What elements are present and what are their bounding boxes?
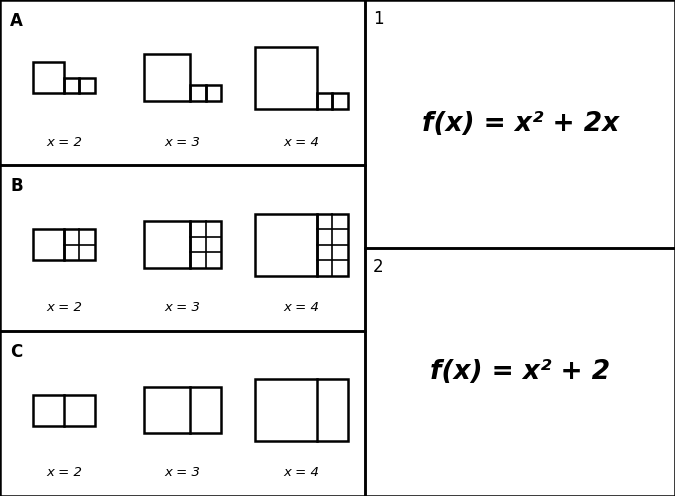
Bar xyxy=(144,387,221,434)
Text: B: B xyxy=(10,178,23,195)
Bar xyxy=(317,93,332,109)
Bar xyxy=(33,62,64,93)
Bar xyxy=(365,248,675,496)
Text: x = 3: x = 3 xyxy=(165,136,200,149)
Text: C: C xyxy=(10,343,22,361)
Bar xyxy=(64,78,80,93)
Text: x = 2: x = 2 xyxy=(46,301,82,314)
Bar xyxy=(144,55,190,101)
Bar xyxy=(332,93,348,109)
Bar xyxy=(254,47,317,109)
Bar xyxy=(254,379,348,441)
Bar xyxy=(144,221,190,268)
Bar xyxy=(0,0,365,165)
Bar xyxy=(64,229,95,260)
Bar xyxy=(0,331,365,496)
Bar xyxy=(365,0,675,248)
Bar xyxy=(254,214,317,276)
Bar xyxy=(190,85,206,101)
Text: A: A xyxy=(10,12,23,30)
Bar xyxy=(0,165,365,331)
Text: 2: 2 xyxy=(373,258,384,276)
Text: x = 3: x = 3 xyxy=(165,301,200,314)
Bar xyxy=(206,85,221,101)
Bar xyxy=(33,229,64,260)
Bar xyxy=(190,221,221,268)
Bar xyxy=(33,394,95,426)
Text: f(x) = x² + 2x: f(x) = x² + 2x xyxy=(421,111,619,137)
Text: 1: 1 xyxy=(373,10,384,28)
Text: f(x) = x² + 2: f(x) = x² + 2 xyxy=(430,359,610,385)
Text: x = 2: x = 2 xyxy=(46,466,82,479)
Text: x = 4: x = 4 xyxy=(284,136,319,149)
Text: x = 4: x = 4 xyxy=(284,466,319,479)
Bar xyxy=(317,214,348,276)
Text: x = 2: x = 2 xyxy=(46,136,82,149)
Bar xyxy=(80,78,95,93)
Text: x = 3: x = 3 xyxy=(165,466,200,479)
Text: x = 4: x = 4 xyxy=(284,301,319,314)
